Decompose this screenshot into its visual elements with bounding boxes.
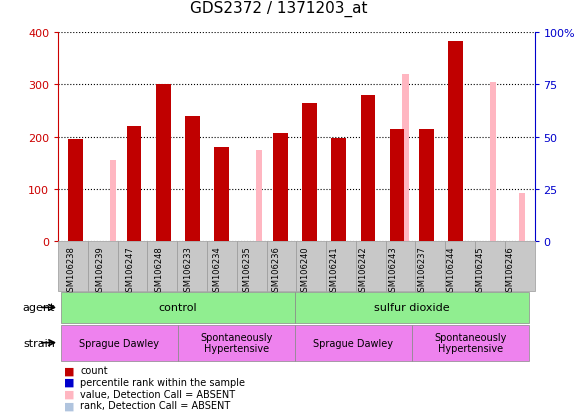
Bar <box>490 83 496 242</box>
Bar <box>356 242 386 291</box>
Text: GSM106247: GSM106247 <box>125 246 134 296</box>
Text: GSM106233: GSM106233 <box>184 246 192 296</box>
Bar <box>207 242 237 291</box>
Text: GSM106243: GSM106243 <box>388 246 397 296</box>
Bar <box>491 6 495 10</box>
Bar <box>69 140 83 242</box>
Text: GSM106236: GSM106236 <box>271 246 280 296</box>
Bar <box>127 127 141 242</box>
Text: GSM106234: GSM106234 <box>213 246 222 296</box>
Bar <box>110 161 116 242</box>
Bar <box>475 242 505 291</box>
Text: GSM106240: GSM106240 <box>300 246 310 296</box>
Text: agent: agent <box>23 303 55 313</box>
Bar <box>361 95 375 242</box>
Bar <box>117 242 148 291</box>
Text: strain: strain <box>23 338 55 348</box>
Bar <box>61 325 178 361</box>
Bar <box>326 242 356 291</box>
Bar <box>237 242 267 291</box>
Text: sulfur dioxide: sulfur dioxide <box>374 303 450 313</box>
Bar <box>185 116 200 242</box>
Text: rank, Detection Call = ABSENT: rank, Detection Call = ABSENT <box>80 400 231 410</box>
Text: control: control <box>159 303 197 313</box>
Bar <box>419 130 433 242</box>
Text: GSM106245: GSM106245 <box>476 246 485 296</box>
Text: GSM106235: GSM106235 <box>242 246 251 296</box>
Bar <box>331 139 346 242</box>
Text: value, Detection Call = ABSENT: value, Detection Call = ABSENT <box>80 389 235 399</box>
Bar <box>88 242 117 291</box>
Bar <box>61 292 295 323</box>
Text: ■: ■ <box>64 377 74 387</box>
Text: GSM106242: GSM106242 <box>359 246 368 296</box>
Text: GSM106239: GSM106239 <box>96 246 105 296</box>
Text: GSM106241: GSM106241 <box>329 246 339 296</box>
Bar <box>295 292 529 323</box>
Bar <box>386 242 415 291</box>
Bar <box>273 134 288 242</box>
Text: Sprague Dawley: Sprague Dawley <box>80 338 159 348</box>
Bar <box>177 242 207 291</box>
Bar <box>148 242 177 291</box>
Bar <box>449 42 463 242</box>
Bar <box>295 325 412 361</box>
Bar <box>402 75 408 242</box>
Bar <box>267 242 296 291</box>
Text: Spontaneously
Hypertensive: Spontaneously Hypertensive <box>434 332 507 354</box>
Text: GDS2372 / 1371203_at: GDS2372 / 1371203_at <box>190 0 368 17</box>
Text: Sprague Dawley: Sprague Dawley <box>313 338 393 348</box>
Text: GSM106238: GSM106238 <box>67 246 76 296</box>
Bar <box>296 242 326 291</box>
Bar <box>58 242 88 291</box>
Bar <box>178 325 295 361</box>
Bar <box>415 242 445 291</box>
Bar <box>256 150 263 242</box>
Text: GSM106237: GSM106237 <box>417 246 426 296</box>
Bar <box>445 242 475 291</box>
Bar <box>156 85 171 242</box>
Text: ■: ■ <box>64 400 74 410</box>
Text: count: count <box>80 366 108 375</box>
Text: GSM106248: GSM106248 <box>155 246 163 296</box>
Bar <box>302 103 317 242</box>
Bar <box>412 325 529 361</box>
Text: ■: ■ <box>64 389 74 399</box>
Bar <box>214 148 229 242</box>
Text: Spontaneously
Hypertensive: Spontaneously Hypertensive <box>200 332 272 354</box>
Text: GSM106246: GSM106246 <box>505 246 514 296</box>
Text: GSM106244: GSM106244 <box>447 246 456 296</box>
Text: ■: ■ <box>64 366 74 375</box>
Bar <box>519 193 525 242</box>
Bar <box>390 130 404 242</box>
Bar <box>505 242 535 291</box>
Text: percentile rank within the sample: percentile rank within the sample <box>80 377 245 387</box>
